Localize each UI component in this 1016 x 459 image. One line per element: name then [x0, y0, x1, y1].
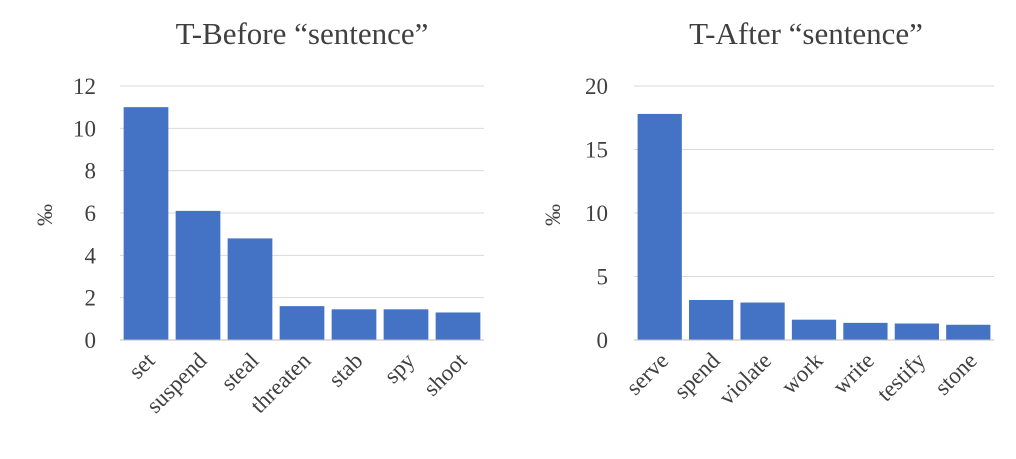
t-before-x-tick-label: stab — [324, 348, 368, 392]
t-after-x-tick-label: serve — [621, 348, 673, 400]
t-after-x-tick-label: work — [776, 348, 827, 399]
t-before-x-tick-label: shoot — [419, 347, 472, 400]
t-after-y-tick-label: 0 — [597, 328, 609, 353]
t-before-bar-threaten — [279, 306, 325, 340]
t-before-bar-stab — [331, 309, 377, 340]
t-after-bar-stone — [946, 324, 991, 340]
t-before-bar-spy — [383, 309, 429, 340]
t-after-x-tick-label: violate — [714, 348, 776, 410]
t-after-y-tick-label: 10 — [585, 201, 608, 226]
t-before-x-tick-label: spy — [379, 348, 420, 389]
t-after-y-tick-label: 15 — [585, 138, 608, 163]
chart-t-after: T-After “sentence”‰05101520servespendvio… — [540, 16, 994, 410]
t-after-y-tick-label: 5 — [597, 265, 609, 290]
t-before-x-tick-label: set — [124, 347, 160, 383]
t-before-y-tick-label: 6 — [85, 201, 97, 226]
t-before-bar-suspend — [175, 210, 221, 340]
t-before-y-tick-label: 8 — [85, 159, 97, 184]
t-before-y-axis-label: ‰ — [32, 204, 57, 226]
t-before-bar-steal — [227, 238, 273, 340]
t-before-y-tick-label: 12 — [73, 74, 96, 99]
t-before-bar-shoot — [435, 312, 481, 340]
t-after-y-axis-label: ‰ — [540, 204, 565, 226]
t-after-bar-violate — [740, 302, 785, 340]
t-before-chart-title: T-Before “sentence” — [176, 16, 429, 51]
t-after-bar-testify — [894, 323, 939, 340]
t-after-bar-work — [791, 319, 837, 340]
t-after-x-tick-label: testify — [872, 348, 931, 407]
t-after-x-tick-label: write — [828, 348, 879, 399]
t-before-y-tick-label: 10 — [73, 116, 96, 141]
t-after-chart-title: T-After “sentence” — [689, 16, 923, 51]
t-after-bar-spend — [689, 299, 734, 340]
t-before-y-tick-label: 0 — [85, 328, 97, 353]
t-before-y-tick-label: 2 — [85, 286, 97, 311]
t-after-y-tick-label: 20 — [585, 74, 608, 99]
t-before-bar-set — [123, 107, 169, 341]
t-after-bar-write — [843, 322, 888, 340]
t-after-bar-serve — [637, 113, 682, 340]
t-after-x-tick-label: stone — [930, 348, 982, 400]
t-before-y-tick-label: 4 — [85, 243, 97, 268]
